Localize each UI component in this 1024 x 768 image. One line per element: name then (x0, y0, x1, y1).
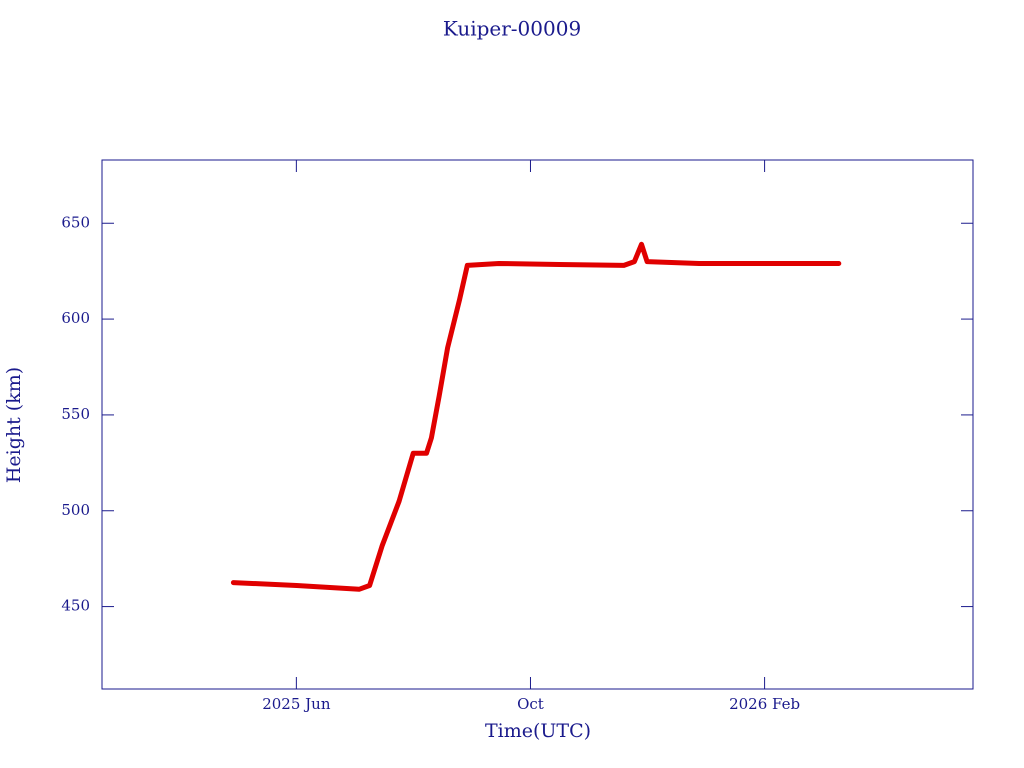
plot-frame (101, 159, 974, 690)
x-tick-label: 2025 Jun (262, 695, 331, 713)
y-tick-label: 550 (61, 405, 90, 423)
y-axis-label: Height (km) (3, 367, 25, 483)
y-tick-label: 500 (61, 501, 90, 519)
x-tick-label: 2026 Feb (729, 695, 800, 713)
x-tick-label: Oct (517, 695, 544, 713)
y-tick-label: 650 (61, 213, 90, 231)
x-axis-label: Time(UTC) (485, 720, 591, 742)
y-tick-label: 450 (61, 597, 90, 615)
y-tick-label: 600 (61, 309, 90, 327)
series-line (230, 241, 842, 592)
chart-title: Kuiper-00009 (443, 17, 581, 41)
